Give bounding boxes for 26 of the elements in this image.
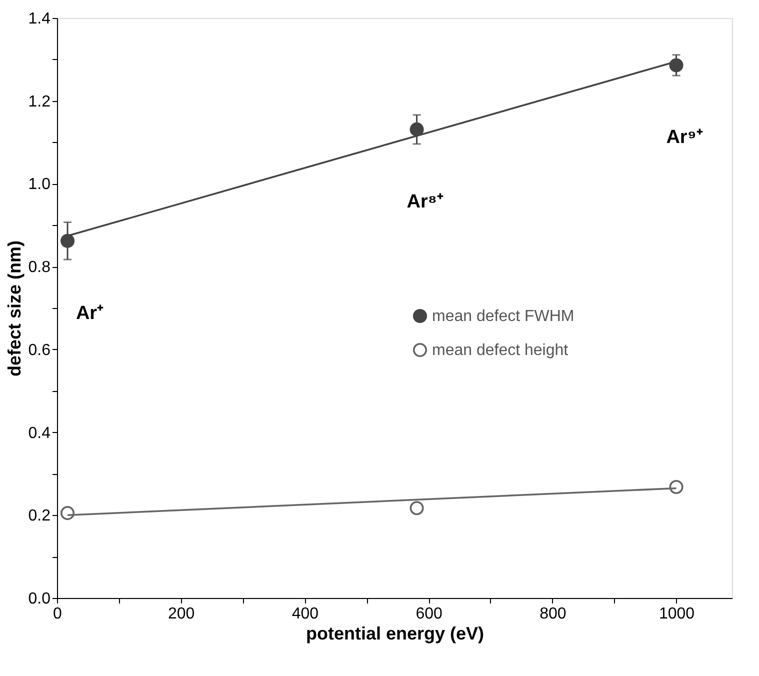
legend-label: mean defect height <box>432 342 569 359</box>
point <box>60 234 75 248</box>
x-tick-label: 600 <box>416 606 443 622</box>
point <box>669 480 684 494</box>
point <box>410 501 424 516</box>
x-tick-label: 400 <box>292 606 319 622</box>
x-axis-title: potential energy (eV) <box>306 624 484 644</box>
x-tick-label: 1000 <box>658 606 695 622</box>
y-tick-label: 1.0 <box>28 176 51 194</box>
annotation: Ar⁺ <box>76 302 104 324</box>
point <box>410 122 424 136</box>
point <box>669 58 684 72</box>
legend-label: mean defect FWHM <box>432 308 574 325</box>
x-tick-label: 800 <box>540 606 566 622</box>
y-tick-label: 0.4 <box>28 424 51 442</box>
y-tick-label: 1.2 <box>28 93 51 110</box>
y-tick-label: 0.0 <box>28 590 51 608</box>
annotation: Ar⁸⁺ <box>406 191 444 212</box>
y-axis-title: defect size (nm) <box>4 240 24 377</box>
y-tick-label: 0.2 <box>28 508 51 525</box>
x-tick-label: 200 <box>168 606 195 622</box>
y-tick-label: 0.8 <box>28 259 51 276</box>
y-tick-label: 0.6 <box>28 342 51 359</box>
annotation: Ar⁹⁺ <box>666 127 704 148</box>
y-tick-label: 1.4 <box>28 10 51 28</box>
x-tick-label: 0 <box>53 606 62 622</box>
